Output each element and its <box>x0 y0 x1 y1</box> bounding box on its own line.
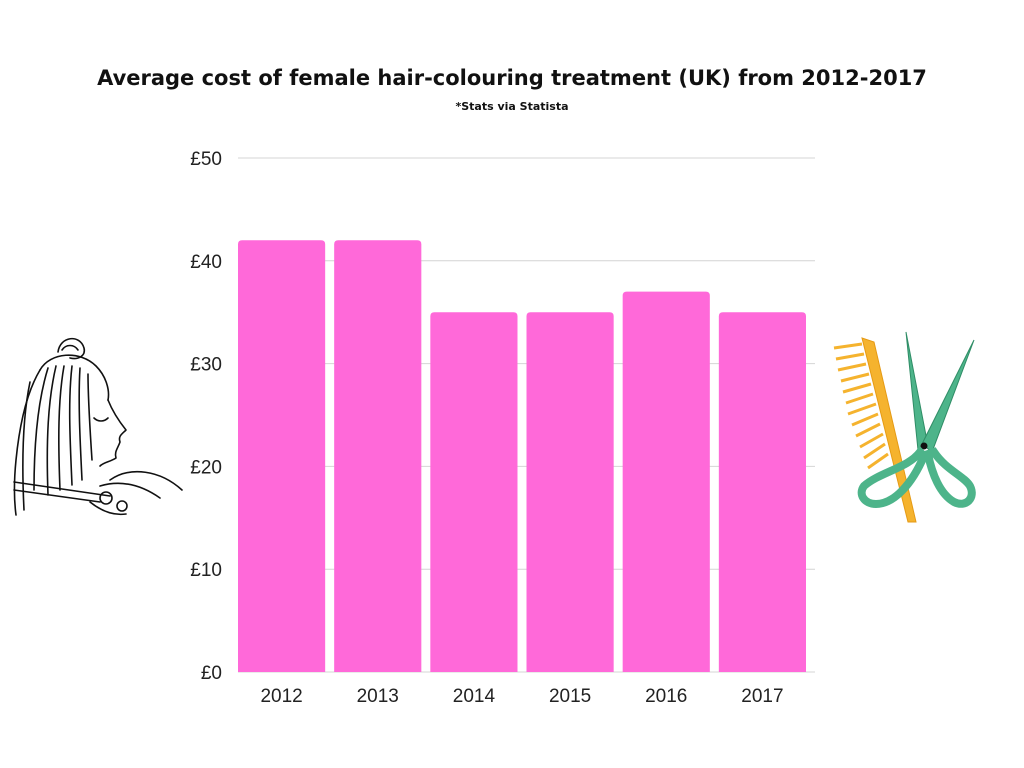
y-tick-label: £50 <box>190 149 222 170</box>
y-tick-label: £10 <box>190 560 222 581</box>
hairdresser-illustration <box>13 337 183 516</box>
scissors-icon <box>857 331 976 509</box>
bar-2015 <box>526 312 614 672</box>
comb-and-scissors-illustration <box>833 331 976 523</box>
y-tick-label: £20 <box>190 457 222 478</box>
y-tick-label: £30 <box>190 355 222 376</box>
x-axis-tick-labels: 2012 2013 2014 2015 2016 2017 <box>260 686 783 707</box>
bar-2016 <box>622 291 710 672</box>
x-tick-label: 2016 <box>645 686 687 707</box>
bar-2017 <box>718 312 806 672</box>
x-tick-label: 2013 <box>357 686 399 707</box>
x-tick-label: 2015 <box>549 686 591 707</box>
chart-subtitle: *Stats via Statista <box>455 100 569 113</box>
x-tick-label: 2017 <box>741 686 783 707</box>
y-tick-label: £40 <box>190 252 222 273</box>
chart-title: Average cost of female hair-colouring tr… <box>97 66 927 90</box>
y-tick-label: £0 <box>201 663 222 684</box>
x-tick-label: 2012 <box>260 686 302 707</box>
y-axis-tick-labels: £0 £10 £20 £30 £40 £50 <box>190 149 222 684</box>
bar-2014 <box>430 312 518 672</box>
bars <box>238 240 806 673</box>
bar-2013 <box>334 240 422 673</box>
comb-icon <box>833 337 917 523</box>
bar-2012 <box>238 240 326 673</box>
x-tick-label: 2014 <box>453 686 496 707</box>
